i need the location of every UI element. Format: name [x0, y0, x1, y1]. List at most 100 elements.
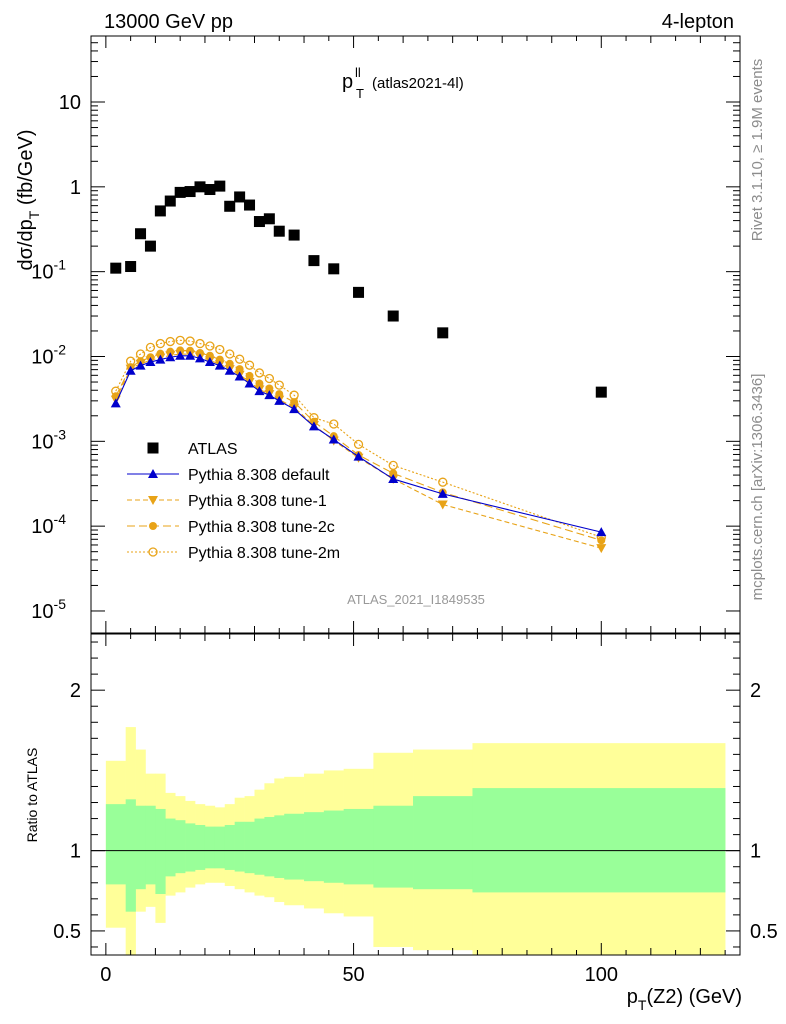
mc-point: [215, 344, 225, 355]
mc-point: [234, 354, 245, 364]
data-point: [234, 191, 246, 203]
rivet-label: Rivet 3.1.10, ≥ 1.9M events: [749, 59, 766, 242]
mc-point: [353, 451, 364, 461]
data-point: [110, 262, 122, 274]
band-inner-bin: [343, 808, 374, 885]
y-axis-label-main: dσ/dpT (fb/GeV): [15, 130, 42, 271]
mc-point: [437, 500, 448, 510]
mc-point: [329, 419, 339, 429]
ratio-frame: [90, 633, 741, 956]
band-inner-bin: [145, 805, 156, 885]
mc-point: [596, 544, 607, 554]
mc-point: [185, 336, 195, 346]
data-point: [125, 261, 137, 273]
x-axis-label: pT(Z2) (GeV): [627, 986, 742, 1013]
mc-point: [289, 404, 300, 414]
mc-point: [234, 371, 245, 381]
mc-point: [254, 368, 265, 378]
legend-label: Pythia 8.308 tune-2m: [188, 545, 340, 562]
legend-marker: [149, 522, 157, 530]
ratio-tick-label: 2: [70, 680, 81, 702]
ratio-tick-label-right: 0.5: [750, 921, 778, 943]
data-point: [174, 186, 186, 198]
band-inner-bin: [254, 818, 265, 875]
mc-point: [245, 371, 254, 380]
legend-marker: [147, 442, 159, 454]
mc-point: [224, 365, 235, 375]
ratio-tick-label-right: 2: [750, 680, 761, 702]
mc-point: [155, 338, 166, 349]
band-inner-bin: [125, 799, 136, 912]
x-tick-label: 0: [100, 964, 111, 986]
y-tick-label: 10: [59, 92, 81, 114]
band-inner-bin: [323, 810, 344, 883]
ratio-tick-label: 1: [70, 841, 81, 863]
legend-marker: [148, 547, 158, 557]
data-point: [288, 229, 300, 241]
mc-point: [274, 380, 284, 390]
mc-point: [264, 373, 275, 384]
mc-point: [244, 360, 255, 370]
plot-title: p ll T (atlas2021-4l): [342, 65, 464, 101]
mc-point: [274, 395, 285, 405]
legend-label: Pythia 8.308 default: [188, 467, 330, 484]
mc-point: [145, 357, 156, 367]
y-tick-label: 10-5: [31, 596, 66, 623]
data-point: [387, 310, 399, 322]
data-point: [154, 205, 166, 217]
band-inner-bin: [472, 788, 726, 893]
y-tick-label: 1: [70, 177, 81, 199]
data-point: [253, 216, 265, 228]
mc-point: [175, 350, 186, 360]
data-point: [263, 213, 275, 225]
data-point: [308, 255, 320, 267]
analysis-watermark: ATLAS_2021_I1849535: [347, 592, 485, 607]
band-inner-bin: [175, 820, 186, 874]
y-tick-label: 10-3: [31, 426, 66, 453]
axis-ticks: 0 50 100 10 1 10-1 10-2 10-3 10-4 10-5 0.5 0.5 1 1 2 2: [31, 35, 778, 986]
ratio-tick-label: 0.5: [53, 921, 81, 943]
mc-point: [388, 473, 399, 483]
mc-point: [135, 360, 146, 370]
mc-point: [214, 360, 225, 370]
mc-point: [204, 357, 215, 367]
mc-point: [145, 342, 156, 353]
band-inner-bin: [224, 824, 235, 870]
mc-point: [328, 434, 339, 444]
ratio-tick-label-right: 1: [750, 841, 761, 863]
mc-point: [125, 365, 136, 375]
mc-point: [264, 390, 275, 400]
mc-point: [438, 477, 448, 487]
x-tick-label: 50: [342, 964, 364, 986]
plot-title-sup: ll: [355, 65, 361, 80]
band-inner-bin: [304, 812, 325, 882]
mc-point: [308, 421, 319, 431]
mc-point: [437, 488, 448, 498]
data-point: [214, 180, 226, 192]
band-inner-bin: [274, 815, 285, 878]
mcplots-label: mcplots.cern.ch [arXiv:1306.3436]: [749, 374, 766, 601]
band-inner-bin: [373, 805, 414, 888]
mc-point: [165, 336, 175, 347]
band-inner-bin: [105, 804, 126, 885]
data-point: [144, 240, 156, 252]
band-inner-bin: [165, 818, 176, 877]
data-point: [273, 225, 285, 237]
band-inner-bin: [214, 826, 226, 869]
band-inner-bin: [135, 805, 146, 890]
header-left: 13000 GeV pp: [104, 11, 233, 33]
band-inner-bin: [413, 796, 473, 890]
mc-point: [244, 378, 255, 388]
band-inner-bin: [234, 821, 245, 872]
data-point: [353, 286, 365, 298]
data-point: [244, 199, 256, 211]
mc-point: [254, 386, 265, 396]
band-inner-bin: [204, 826, 216, 869]
mc-point: [596, 527, 607, 537]
uncertainty-bands: [105, 727, 726, 955]
mc-point: [597, 536, 606, 545]
mc-point: [165, 352, 176, 362]
legend-label: ATLAS: [188, 441, 238, 458]
main-plot-series: [110, 180, 607, 554]
